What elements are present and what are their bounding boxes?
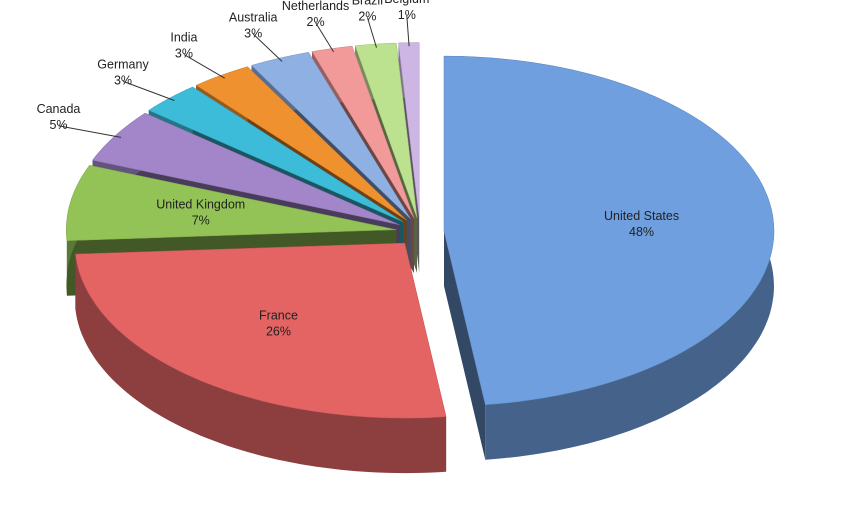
value-label: 1%	[398, 8, 416, 22]
slice	[443, 55, 775, 460]
slice	[75, 242, 447, 474]
value-label: 48%	[629, 225, 654, 239]
category-label: India	[170, 31, 197, 45]
value-label: 5%	[49, 118, 67, 132]
category-label: Netherlands	[282, 0, 349, 13]
leader-line	[122, 80, 175, 101]
category-label: France	[259, 308, 298, 322]
slice-top	[148, 86, 404, 223]
category-label: Germany	[97, 58, 149, 72]
slice-top	[66, 165, 397, 241]
leader-line	[366, 17, 377, 48]
category-label: Canada	[37, 102, 81, 116]
slice-top	[195, 66, 407, 221]
value-label: 2%	[307, 15, 325, 29]
category-label: United Kingdom	[156, 198, 245, 212]
slice-top	[443, 55, 775, 405]
value-label: 3%	[244, 26, 262, 40]
slice-top	[251, 52, 411, 219]
slice-top	[92, 112, 400, 225]
value-label: 3%	[114, 74, 132, 88]
value-label: 2%	[358, 10, 376, 24]
leader-line	[315, 22, 335, 53]
leader-line	[406, 15, 410, 47]
value-label: 26%	[266, 324, 291, 338]
category-label: Belgium	[384, 0, 429, 6]
leader-line	[58, 125, 122, 138]
leader-line	[183, 53, 225, 79]
slice-top	[75, 242, 447, 419]
value-label: 3%	[175, 47, 193, 61]
slice-wall	[444, 231, 486, 460]
category-label: United States	[604, 209, 679, 223]
category-label: Australia	[229, 10, 278, 24]
category-label: Brazil	[352, 0, 383, 8]
slice-side	[75, 254, 447, 474]
value-label: 7%	[192, 214, 210, 228]
leader-line	[252, 33, 283, 62]
